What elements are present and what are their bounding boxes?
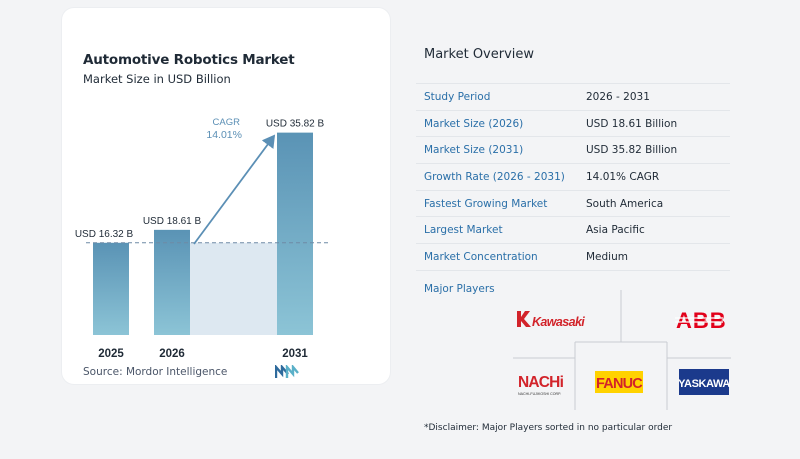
category-label: 2026 <box>159 348 185 360</box>
abb-logo: ABB <box>675 308 727 333</box>
cagr-arrow <box>193 134 276 245</box>
overview-value: 14.01% CAGR <box>586 163 730 191</box>
yaskawa-text: YASKAWA <box>678 378 730 390</box>
nachi-text: NACHi <box>518 374 564 391</box>
value-label: USD 16.32 B <box>75 229 134 240</box>
yaskawa-logo: YASKAWA <box>678 369 731 395</box>
bar <box>93 242 129 335</box>
bar <box>277 132 313 335</box>
fanuc-logo: FANUC <box>595 371 644 393</box>
market-overview-title: Market Overview <box>424 47 535 62</box>
cagr-label: CAGR <box>213 117 241 128</box>
category-label: 2025 <box>98 348 124 360</box>
overview-value: USD 35.82 Billion <box>586 136 730 165</box>
major-players-title: Major Players <box>424 283 495 295</box>
overview-row: Market Size (2031) USD 35.82 Billion <box>416 136 730 165</box>
overview-label: Market Size (2031) <box>416 136 586 165</box>
overview-row: Growth Rate (2026 - 2031) 14.01% CAGR <box>416 163 730 191</box>
kawasaki-text: Kawasaki <box>532 315 585 329</box>
overview-row: Market Concentration Medium <box>416 243 730 271</box>
overview-value: 2026 - 2031 <box>586 83 730 111</box>
category-label: 2031 <box>282 348 308 360</box>
overview-label: Market Size (2026) <box>416 110 586 138</box>
major-players-grid: Kawasaki ABB NACHi NACHI-FUJIKOSHI CORP.… <box>513 290 731 410</box>
overview-label: Study Period <box>416 83 586 111</box>
overview-row: Market Size (2026) USD 18.61 Billion <box>416 110 730 138</box>
overview-label: Largest Market <box>416 216 586 245</box>
overview-label: Fastest Growing Market <box>416 190 586 218</box>
bar <box>154 229 190 335</box>
chart-source: Source: Mordor Intelligence <box>83 366 228 378</box>
nachi-subtext: NACHI-FUJIKOSHI CORP. <box>518 392 561 396</box>
overview-row: Largest Market Asia Pacific <box>416 216 730 245</box>
fanuc-text: FANUC <box>596 376 643 392</box>
cagr-value: 14.01% <box>206 129 242 141</box>
disclaimer: *Disclaimer: Major Players sorted in no … <box>424 423 673 433</box>
bar-chart: USD 16.32 B USD 18.61 B USD 35.82 B 2025 202… <box>75 117 330 360</box>
overview-value: USD 18.61 Billion <box>586 110 730 138</box>
chart-card: Automotive Robotics Market Market Size i… <box>62 8 390 384</box>
overview-value: Asia Pacific <box>586 216 730 245</box>
mordor-intelligence-logo <box>275 365 299 378</box>
nachi-logo: NACHi NACHI-FUJIKOSHI CORP. <box>518 374 564 396</box>
market-overview-table: Study Period 2026 - 2031 Market Size (202… <box>416 83 730 271</box>
chart-title: Automotive Robotics Market <box>83 52 295 68</box>
overview-row: Fastest Growing Market South America <box>416 190 730 218</box>
overview-value: South America <box>586 190 730 218</box>
value-label: USD 35.82 B <box>266 119 325 130</box>
chart-subtitle: Market Size in USD Billion <box>83 72 231 86</box>
abb-text: ABB <box>676 308 727 333</box>
overview-label: Growth Rate (2026 - 2031) <box>416 163 586 191</box>
kawasaki-logo: Kawasaki <box>517 311 586 329</box>
value-label: USD 18.61 B <box>143 216 202 227</box>
overview-label: Market Concentration <box>416 243 586 271</box>
overview-value: Medium <box>586 243 730 271</box>
overview-row: Study Period 2026 - 2031 <box>416 83 730 111</box>
